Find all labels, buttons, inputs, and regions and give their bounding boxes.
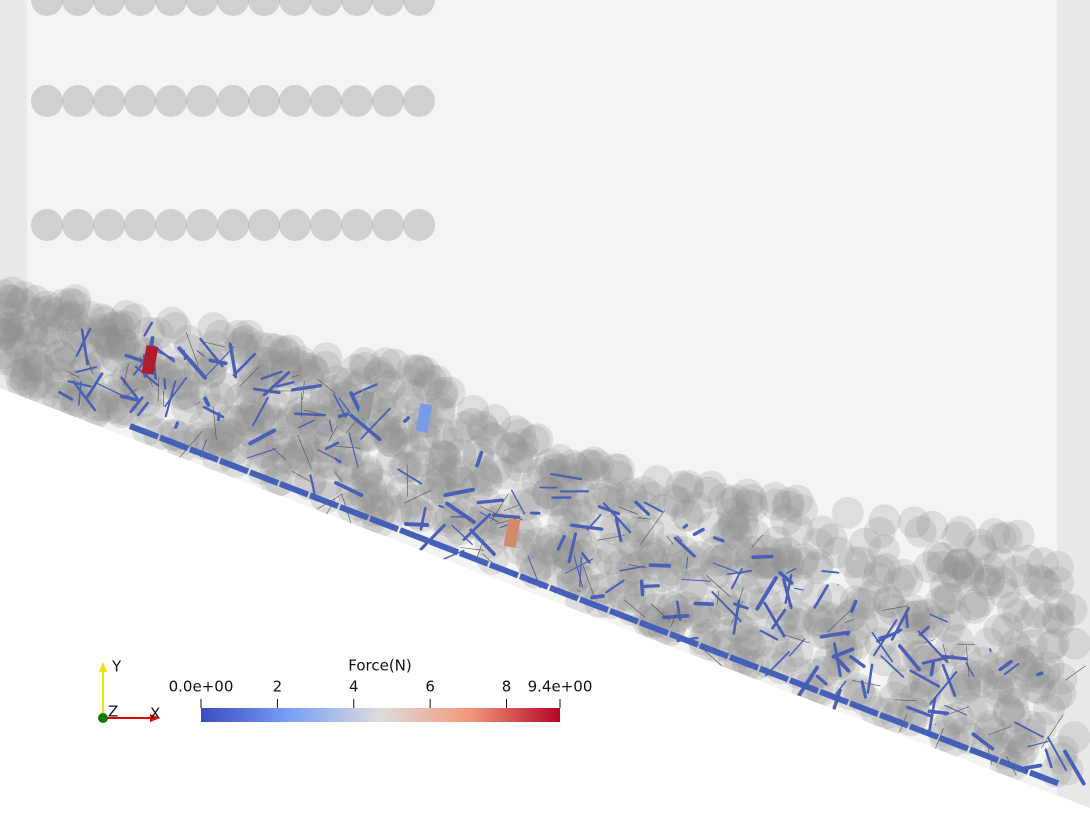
particle [722, 534, 754, 566]
particle [1058, 721, 1090, 753]
particle [217, 209, 249, 241]
force-chain [176, 423, 178, 427]
particle [248, 85, 280, 117]
particle [489, 458, 521, 490]
particle [372, 209, 404, 241]
particle [44, 339, 76, 371]
particle [916, 511, 948, 543]
particle [93, 209, 125, 241]
particle [51, 303, 83, 335]
particle [341, 85, 373, 117]
particle [985, 566, 1017, 598]
particle [155, 209, 187, 241]
triad-label-x: X [150, 705, 160, 723]
particle [331, 449, 363, 481]
force-chain [684, 525, 687, 527]
particle [31, 209, 63, 241]
particle [62, 85, 94, 117]
particle [310, 85, 342, 117]
particle [321, 366, 353, 398]
force-chain [205, 399, 208, 405]
particle [572, 449, 604, 481]
force-chain [643, 586, 659, 587]
legend-tick-label: 0.0e+00 [169, 678, 234, 696]
legend-tick-label: 2 [273, 678, 283, 696]
particle [93, 85, 125, 117]
force-chain [218, 414, 219, 420]
force-chain [405, 418, 408, 421]
particle [990, 522, 1022, 554]
particle [62, 209, 94, 241]
z-axis-dot [98, 713, 108, 723]
force-chain [406, 524, 427, 525]
particle [217, 85, 249, 117]
particle [22, 367, 54, 399]
force-chain [695, 603, 712, 604]
particle [290, 432, 322, 464]
particle [695, 471, 727, 503]
particle [31, 85, 63, 117]
force-chain [642, 581, 643, 595]
force-chain [651, 565, 670, 566]
force-chain [990, 649, 991, 651]
particle [186, 209, 218, 241]
particle [868, 534, 900, 566]
legend-title: Force(N) [348, 657, 412, 675]
particle [279, 85, 311, 117]
force-chain [165, 379, 166, 388]
particle [1038, 628, 1070, 660]
particle [468, 414, 500, 446]
particle [412, 370, 444, 402]
particle [726, 503, 758, 535]
particle [403, 209, 435, 241]
particle [352, 420, 384, 452]
particle [388, 428, 420, 460]
force-chain [753, 557, 772, 558]
triad-label-z: Z [108, 703, 118, 721]
particle [372, 85, 404, 117]
particle [837, 546, 869, 578]
legend-tick-label: 6 [425, 678, 435, 696]
particle [155, 85, 187, 117]
particle [186, 85, 218, 117]
force-chain [1038, 673, 1042, 674]
particle [254, 333, 286, 365]
particle [929, 571, 961, 603]
particle [1030, 570, 1062, 602]
particle [832, 497, 864, 529]
particle [997, 677, 1029, 709]
force-chain [439, 506, 443, 507]
force-chain [906, 613, 907, 627]
triad-label-y: Y [111, 658, 122, 676]
color-ramp [201, 708, 560, 722]
particle [279, 209, 311, 241]
particle [341, 209, 373, 241]
particle [784, 609, 816, 641]
force-chain [478, 500, 502, 502]
particle [1025, 712, 1057, 744]
particle [544, 444, 576, 476]
particle [124, 85, 156, 117]
legend-tick-label: 8 [502, 678, 512, 696]
particle [403, 85, 435, 117]
legend-tick-label: 4 [349, 678, 359, 696]
force-chain [184, 351, 185, 359]
particle [615, 477, 647, 509]
particle [248, 209, 280, 241]
particle [781, 485, 813, 517]
particle [19, 285, 51, 317]
particle [310, 209, 342, 241]
particle [244, 401, 276, 433]
legend-tick-label: 9.4e+00 [528, 678, 593, 696]
particle [124, 209, 156, 241]
particle [680, 596, 712, 628]
particle [927, 542, 959, 574]
force-chain [931, 663, 933, 674]
force-chain [664, 616, 688, 618]
